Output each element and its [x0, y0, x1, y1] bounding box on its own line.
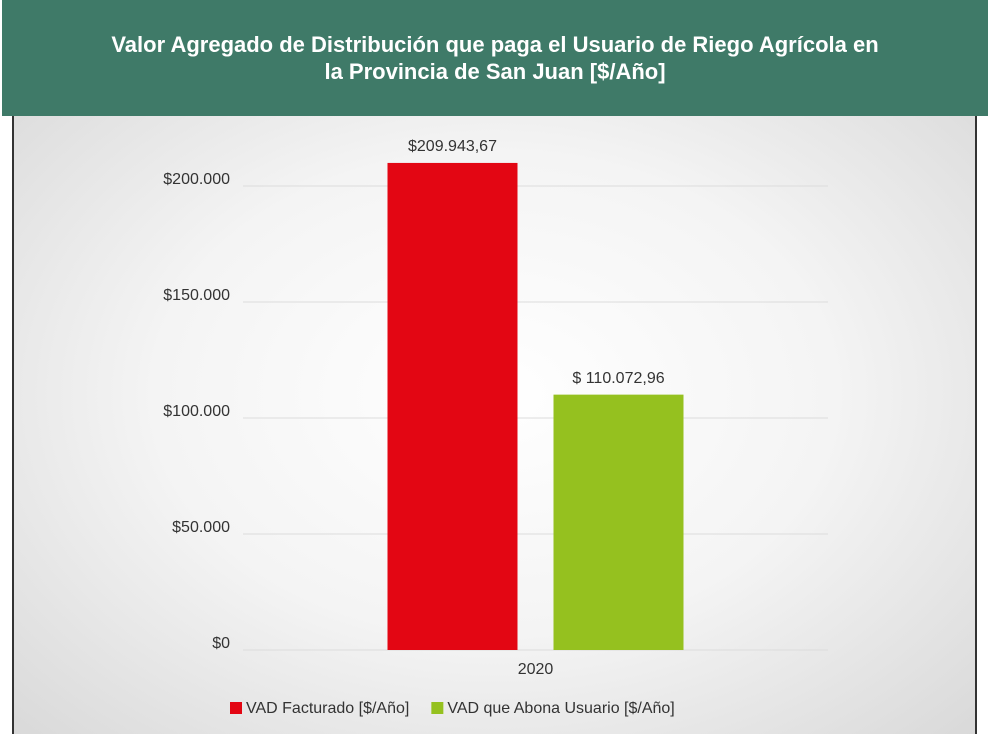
- bar: [387, 162, 518, 651]
- legend-swatch: [230, 702, 242, 714]
- y-tick-label: $100.000: [163, 403, 230, 420]
- x-tick-label: 2020: [518, 661, 554, 678]
- y-tick-label: $0: [212, 635, 230, 652]
- value-label: $209.943,67: [408, 138, 497, 155]
- bar: [553, 394, 684, 650]
- legend-label: VAD Facturado [$/Año]: [246, 700, 409, 717]
- chart-title: Valor Agregado de Distribución que paga …: [111, 32, 879, 84]
- y-tick-label: $150.000: [163, 287, 230, 304]
- value-label: $ 110.072,96: [572, 370, 664, 387]
- y-tick-label: $200.000: [163, 171, 230, 188]
- header: Valor Agregado de Distribución que paga …: [2, 0, 988, 116]
- legend-label: VAD que Abona Usuario [$/Año]: [447, 700, 674, 717]
- legend-swatch: [431, 702, 444, 714]
- y-tick-label: $50.000: [172, 519, 230, 536]
